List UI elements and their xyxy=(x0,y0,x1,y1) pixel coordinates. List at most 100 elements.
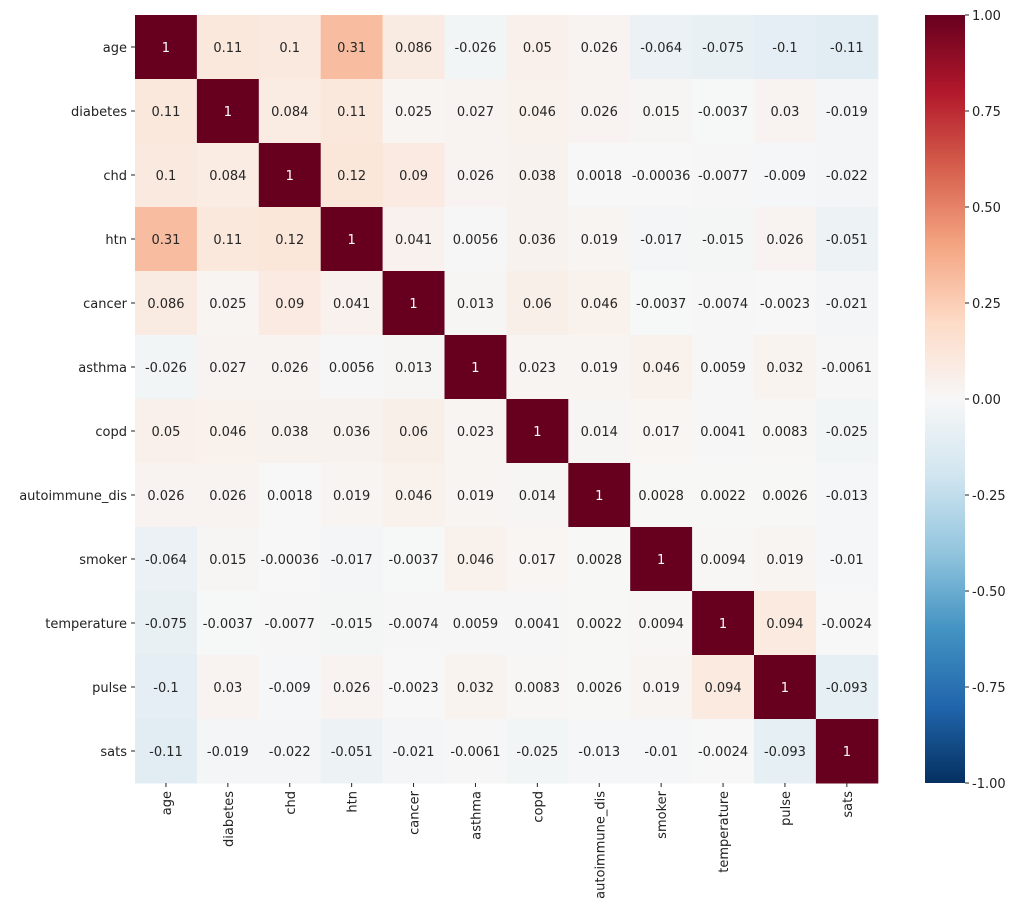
heatmap-cell xyxy=(135,271,198,336)
heatmap-cell xyxy=(258,719,322,784)
heatmap-cell xyxy=(135,399,198,464)
heatmap-cell xyxy=(382,591,445,656)
heatmap-cell xyxy=(754,591,817,656)
cell-annotation: -0.026 xyxy=(145,361,187,376)
y-tick-label: cancer xyxy=(83,297,127,312)
heatmap-cell xyxy=(568,335,631,400)
heatmap-cell xyxy=(506,527,569,592)
cell-annotation: -0.0074 xyxy=(698,297,748,312)
cell-annotation: 0.046 xyxy=(395,489,432,504)
heatmap-cell xyxy=(692,527,755,592)
heatmap-cell xyxy=(630,591,693,656)
cell-annotation: -0.017 xyxy=(640,233,682,248)
heatmap-cell xyxy=(320,655,384,720)
cell-annotation: 0.0059 xyxy=(453,617,499,632)
heatmap-cell xyxy=(568,719,631,784)
heatmap-cell xyxy=(258,15,322,80)
heatmap-cell xyxy=(135,719,198,784)
heatmap-cell xyxy=(135,527,198,592)
heatmap-cell xyxy=(258,143,322,208)
cell-annotation: 0.014 xyxy=(581,425,618,440)
cell-annotation: -0.075 xyxy=(702,41,744,56)
cell-annotation: 0.027 xyxy=(209,361,246,376)
cell-annotation: -0.051 xyxy=(331,745,373,760)
cell-annotation: 0.023 xyxy=(519,361,556,376)
colorbar-tick-label: 0.50 xyxy=(972,201,1001,216)
heatmap-cell xyxy=(568,143,631,208)
y-tick-label: chd xyxy=(103,169,127,184)
heatmap-cell xyxy=(630,271,693,336)
cell-annotation: 0.09 xyxy=(275,297,304,312)
heatmap-cell xyxy=(815,143,879,208)
heatmap-cell xyxy=(258,271,322,336)
y-tick-label: temperature xyxy=(45,617,127,632)
cell-annotation: 0.046 xyxy=(643,361,680,376)
heatmap-cell xyxy=(815,271,879,336)
cell-annotation: -0.0023 xyxy=(388,681,438,696)
heatmap-cell xyxy=(692,207,755,272)
heatmap-cell xyxy=(568,271,631,336)
cell-annotation: -0.064 xyxy=(145,553,187,568)
cell-annotation: 0.019 xyxy=(766,553,803,568)
heatmap-cell xyxy=(196,527,260,592)
heatmap-cell xyxy=(754,655,817,720)
cell-annotation: 0.06 xyxy=(399,425,428,440)
heatmap-cell xyxy=(196,271,260,336)
heatmap-cell xyxy=(506,15,569,80)
heatmap-cell xyxy=(692,719,755,784)
cell-annotation: -0.021 xyxy=(393,745,435,760)
cell-annotation: 0.013 xyxy=(457,297,494,312)
colorbar-tick-label: 0.00 xyxy=(972,393,1001,408)
heatmap-cell xyxy=(320,527,384,592)
heatmap-cell xyxy=(568,591,631,656)
cell-annotation: 0.015 xyxy=(643,105,680,120)
heatmap-cell xyxy=(135,655,198,720)
cell-annotation: 0.041 xyxy=(333,297,370,312)
cell-annotation: 0.026 xyxy=(581,105,618,120)
heatmap-cell xyxy=(320,591,384,656)
heatmap-cell xyxy=(320,207,384,272)
heatmap-cell xyxy=(444,591,507,656)
cell-annotation: 0.11 xyxy=(337,105,366,120)
cell-annotation: 0.019 xyxy=(581,233,618,248)
cell-annotation: 0.03 xyxy=(213,681,242,696)
heatmap-cell xyxy=(630,719,693,784)
heatmap-cell xyxy=(754,207,817,272)
cell-annotation: -0.013 xyxy=(578,745,620,760)
cell-annotation: 0.0094 xyxy=(700,553,746,568)
cell-annotation: 0.036 xyxy=(333,425,370,440)
cell-annotation: -0.1 xyxy=(772,41,797,56)
cell-annotation: -0.022 xyxy=(826,169,868,184)
heatmap-cell xyxy=(692,79,755,144)
heatmap-cell xyxy=(258,655,322,720)
heatmap-cell xyxy=(754,463,817,528)
cell-annotation: 0.0056 xyxy=(453,233,499,248)
cell-annotation: 0.023 xyxy=(457,425,494,440)
heatmap-cell xyxy=(320,719,384,784)
y-tick-label: smoker xyxy=(79,553,127,568)
cell-annotation: 0.0026 xyxy=(762,489,808,504)
x-tick-label: cancer xyxy=(408,790,423,834)
y-tick-label: htn xyxy=(105,233,127,248)
heatmap-cell xyxy=(754,143,817,208)
x-tick-label: pulse xyxy=(779,791,794,826)
heatmap-cell xyxy=(506,719,569,784)
cell-annotation: -0.021 xyxy=(826,297,868,312)
heatmap-cell xyxy=(568,655,631,720)
colorbar-gradient xyxy=(925,15,965,783)
heatmap-cell xyxy=(630,79,693,144)
x-tick-label: age xyxy=(160,791,175,815)
cell-annotation: 1 xyxy=(471,361,479,376)
cell-annotation: -0.0061 xyxy=(450,745,500,760)
cell-annotation: -0.01 xyxy=(830,553,864,568)
heatmap-cell xyxy=(382,655,445,720)
colorbar: -1.00 -0.75 -0.50 -0.25 0.00 0.25 0.50 0.75 1.00 xyxy=(925,9,1006,792)
cell-annotation: -0.0037 xyxy=(388,553,438,568)
cell-annotation: 0.025 xyxy=(395,105,432,120)
heatmap-cell xyxy=(444,207,507,272)
heatmap-cell xyxy=(568,399,631,464)
cell-annotation: -0.11 xyxy=(149,745,183,760)
heatmap-cell xyxy=(815,719,879,784)
heatmap-cell xyxy=(692,143,755,208)
heatmap-cell xyxy=(135,463,198,528)
